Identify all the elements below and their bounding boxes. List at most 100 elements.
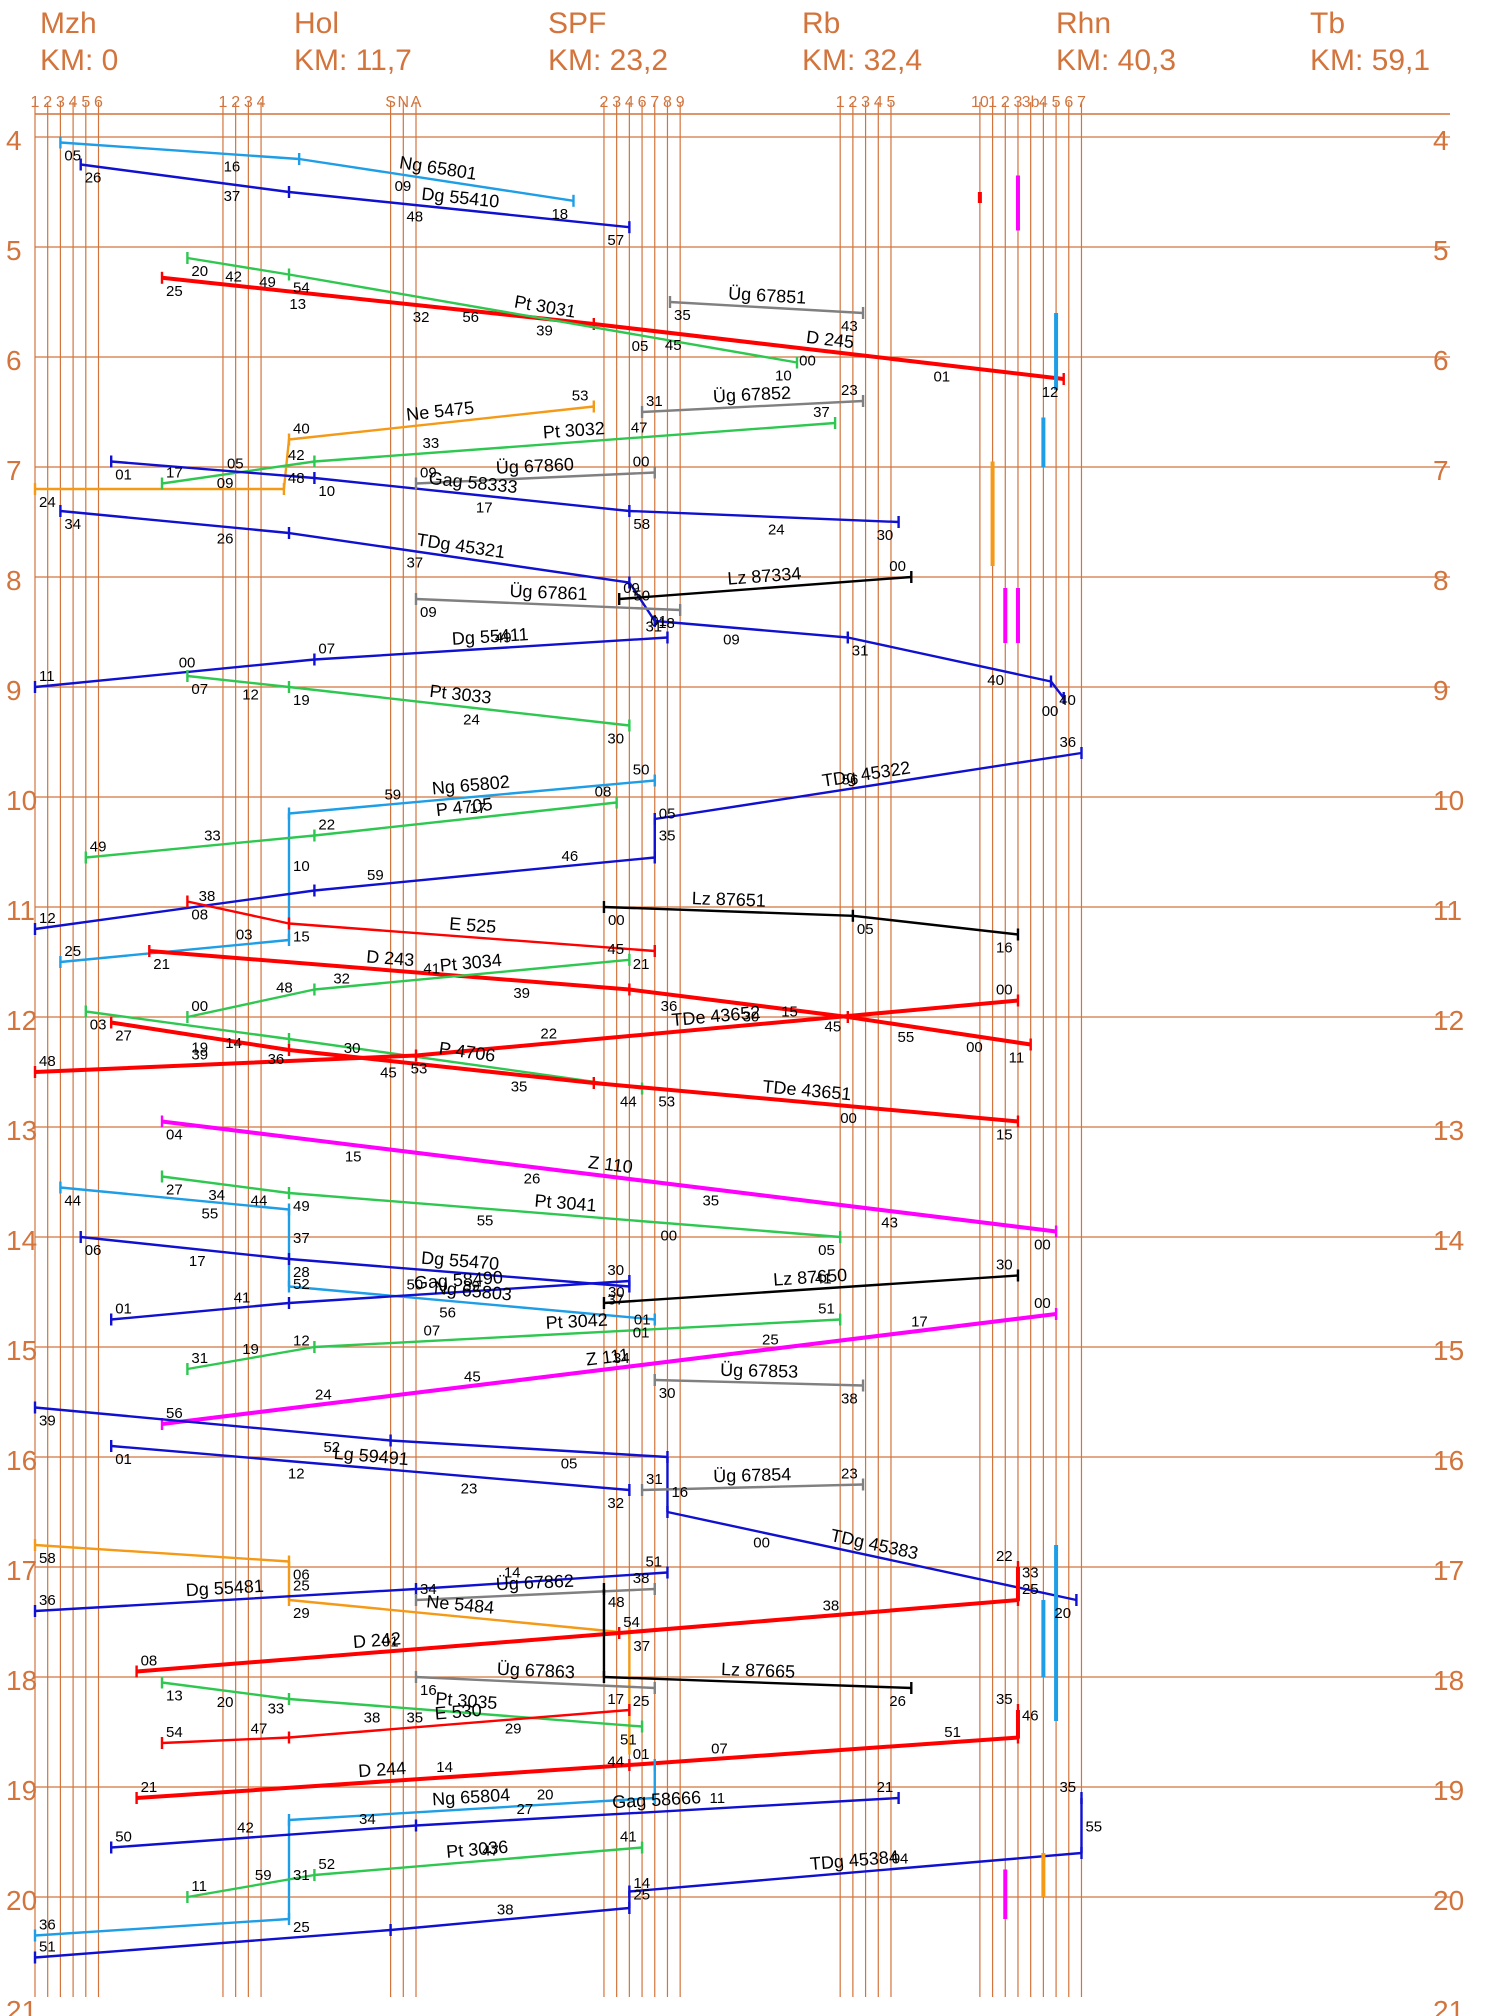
train-line bbox=[34, 998, 1019, 1074]
train-minute: 42 bbox=[225, 269, 242, 286]
train-label: Üg 67862 bbox=[495, 1571, 574, 1595]
train-line bbox=[654, 1378, 864, 1387]
train-minute: 29 bbox=[293, 1605, 310, 1622]
hour-label-right: 14 bbox=[1433, 1225, 1464, 1256]
train-minute: 01 bbox=[650, 613, 667, 630]
train-minute: 19 bbox=[191, 1039, 208, 1056]
train-minute: 36 bbox=[39, 1917, 56, 1934]
train-minute: 30 bbox=[659, 1385, 676, 1402]
track-label: 5 bbox=[1052, 94, 1061, 111]
train-minute: 47 bbox=[482, 1842, 499, 1859]
train-minute: 39 bbox=[513, 985, 530, 1002]
train-minute: 30 bbox=[608, 1284, 625, 1301]
train-minute: 01 bbox=[933, 368, 950, 385]
track-label: 3b bbox=[1022, 94, 1040, 111]
train-minute: 01 bbox=[634, 1312, 651, 1329]
train-minute: 25 bbox=[166, 283, 183, 300]
train-minute: 32 bbox=[607, 1495, 624, 1512]
hour-label-left: 21 bbox=[6, 1995, 37, 2016]
train-minute: 35 bbox=[702, 1193, 719, 1210]
track-label: 7 bbox=[650, 94, 659, 111]
train-line bbox=[161, 1119, 1057, 1234]
train-minute: 01 bbox=[115, 1451, 132, 1468]
train-minute: 44 bbox=[620, 1094, 637, 1111]
train-minute: 25 bbox=[64, 943, 81, 960]
train-minute: 17 bbox=[476, 500, 493, 517]
train-minute: 59 bbox=[367, 867, 384, 884]
hour-label-right: 12 bbox=[1433, 1005, 1464, 1036]
track-label: 6 bbox=[94, 94, 103, 111]
hour-label-left: 6 bbox=[6, 345, 22, 376]
train-minute: 15 bbox=[293, 929, 310, 946]
train-line bbox=[619, 575, 912, 601]
train-line bbox=[603, 905, 1019, 936]
train-minute: 24 bbox=[463, 711, 480, 728]
train-minute: 20 bbox=[191, 263, 208, 280]
train-minute: 50 bbox=[406, 1277, 423, 1294]
train-minute: 05 bbox=[561, 1455, 578, 1472]
train-minute: 05 bbox=[659, 806, 676, 823]
track-label: 6 bbox=[638, 94, 647, 111]
train-minute: 06 bbox=[293, 1567, 310, 1584]
train-minute: 05 bbox=[818, 1242, 835, 1259]
train-minute: 37 bbox=[293, 1230, 310, 1247]
train-minute: 09 bbox=[395, 178, 412, 195]
train-minute: 15 bbox=[781, 1004, 798, 1021]
train-minute: 50 bbox=[633, 588, 650, 605]
train-minute: 16 bbox=[224, 159, 241, 176]
train-label: Pt 3036 bbox=[445, 1837, 509, 1862]
train-minute: 33 bbox=[1022, 1565, 1039, 1582]
hour-label-right: 13 bbox=[1433, 1115, 1464, 1146]
train-minute: 38 bbox=[199, 888, 216, 905]
train-minute: 31 bbox=[191, 1350, 208, 1367]
train-minute: 00 bbox=[966, 1039, 983, 1056]
track-label: N bbox=[398, 94, 410, 111]
train-label: Pt 3035 bbox=[435, 1688, 498, 1713]
track-label: 2 bbox=[848, 94, 857, 111]
train-minute: 31 bbox=[852, 643, 869, 660]
train-minute: 32 bbox=[333, 970, 350, 987]
train-minute: 09 bbox=[420, 604, 437, 621]
hour-label-left: 18 bbox=[6, 1665, 37, 1696]
train-minute: 35 bbox=[406, 1709, 423, 1726]
train-line bbox=[161, 1681, 643, 1728]
train-line bbox=[415, 1587, 655, 1602]
train-minute: 21 bbox=[633, 956, 650, 973]
train-minute: 01 bbox=[382, 1633, 399, 1650]
train-minute: 18 bbox=[551, 206, 568, 223]
train-minute: 58 bbox=[633, 516, 650, 533]
train-minute: 25 bbox=[633, 1887, 650, 1904]
train-minute: 34 bbox=[420, 1581, 437, 1598]
train-line bbox=[60, 779, 655, 964]
hour-label-right: 11 bbox=[1433, 895, 1462, 926]
station-name: Rb bbox=[802, 7, 840, 40]
hour-label-left: 16 bbox=[6, 1445, 37, 1476]
train-minute: 37 bbox=[406, 555, 423, 572]
train-minute: 57 bbox=[607, 232, 624, 249]
train-minute: 37 bbox=[633, 1638, 650, 1655]
train-label: Lz 87651 bbox=[691, 888, 766, 911]
train-minute: 08 bbox=[595, 784, 612, 801]
train-label: E 525 bbox=[449, 914, 497, 937]
track-label: 2 bbox=[1001, 94, 1010, 111]
train-minute: 11 bbox=[39, 668, 55, 685]
track-label: 1 bbox=[988, 94, 997, 111]
train-minute: 49 bbox=[259, 274, 276, 291]
hour-label-left: 17 bbox=[6, 1555, 37, 1586]
train-line bbox=[136, 1567, 1020, 1674]
train-minute: 39 bbox=[536, 322, 553, 339]
train-minute: 26 bbox=[85, 170, 102, 187]
train-minute: 25 bbox=[293, 1919, 310, 1936]
train-line bbox=[35, 405, 594, 491]
train-minute: 49 bbox=[90, 839, 107, 856]
train-minute: 14 bbox=[225, 1035, 242, 1052]
train-minute: 36 bbox=[39, 1592, 56, 1609]
train-minute: 08 bbox=[141, 1653, 158, 1670]
hour-label-left: 10 bbox=[6, 785, 37, 816]
train-minute: 45 bbox=[607, 941, 624, 958]
train-minute: 42 bbox=[237, 1820, 254, 1837]
train-minute: 04 bbox=[166, 1127, 183, 1144]
train-minute: 20 bbox=[537, 1786, 554, 1803]
track-label: 5 bbox=[81, 94, 90, 111]
